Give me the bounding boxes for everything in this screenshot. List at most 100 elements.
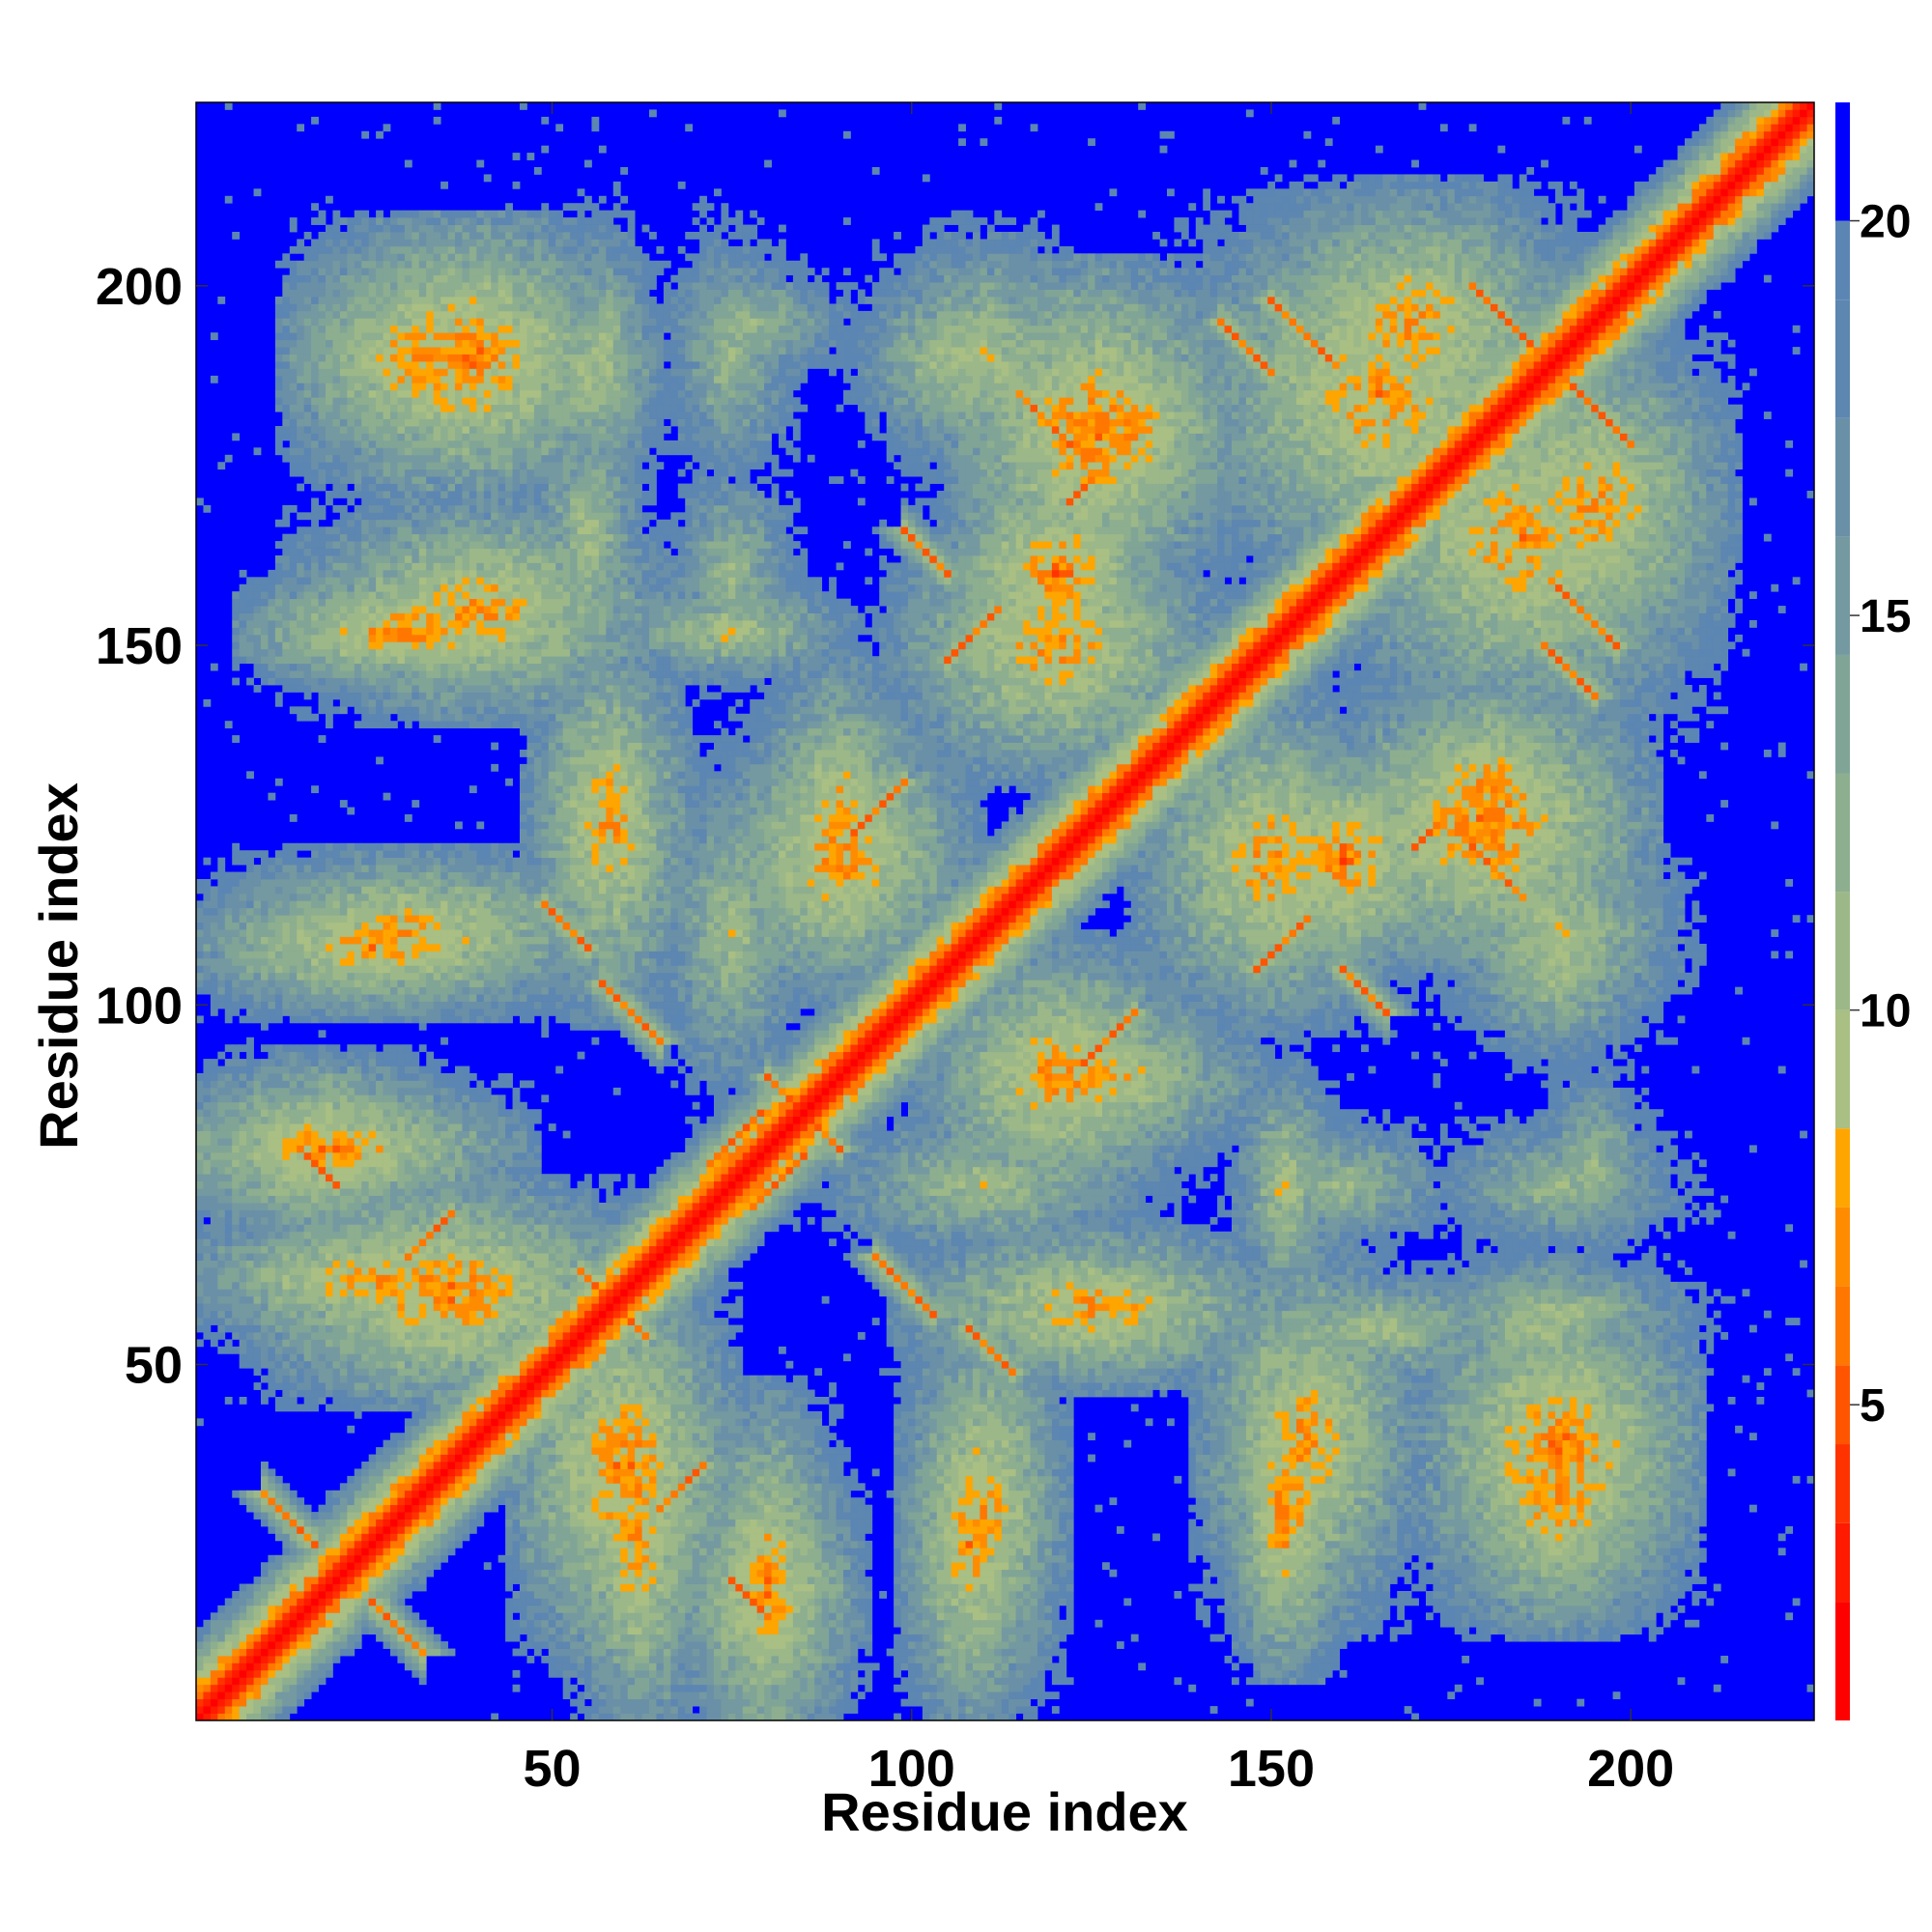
heatmap-cell: [290, 937, 298, 945]
heatmap-cell: [347, 368, 355, 376]
heatmap-cell: [297, 1009, 304, 1016]
heatmap-cell: [196, 1088, 204, 1095]
heatmap-cell: [361, 1167, 369, 1175]
heatmap-cell: [282, 1670, 290, 1678]
heatmap-cell: [282, 562, 290, 570]
heatmap-cell: [217, 1325, 225, 1333]
heatmap-cell: [405, 455, 412, 463]
heatmap-cell: [376, 958, 384, 966]
heatmap-cell: [326, 951, 333, 958]
heatmap-cell: [326, 900, 333, 908]
heatmap-cell: [311, 994, 319, 1002]
heatmap-cell: [326, 1267, 333, 1275]
heatmap-cell: [326, 1570, 333, 1577]
heatmap-cell: [340, 894, 348, 901]
heatmap-cell: [361, 1555, 369, 1563]
heatmap-cell: [261, 620, 269, 628]
heatmap-cell: [225, 1217, 233, 1225]
heatmap-cell: [384, 865, 391, 872]
heatmap-cell: [347, 1059, 355, 1066]
heatmap-cell: [384, 1641, 391, 1649]
heatmap-cell: [282, 390, 290, 398]
heatmap-cell: [384, 1224, 391, 1232]
heatmap-cell: [311, 1555, 319, 1563]
heatmap-cell: [326, 1591, 333, 1599]
heatmap-cell: [340, 886, 348, 894]
heatmap-cell: [376, 865, 384, 872]
heatmap-cell: [340, 555, 348, 563]
heatmap-cell: [340, 1094, 348, 1102]
heatmap-cell: [268, 1138, 275, 1146]
heatmap-cell: [275, 1224, 283, 1232]
heatmap-cell: [297, 1497, 304, 1505]
heatmap-cell: [240, 1196, 247, 1204]
heatmap-cell: [311, 1368, 319, 1376]
heatmap-cell: [254, 872, 262, 880]
heatmap-cell: [282, 1662, 290, 1670]
heatmap-cell: [319, 649, 327, 657]
heatmap-cell: [282, 1261, 290, 1268]
heatmap-cell: [355, 1339, 362, 1347]
heatmap-cell: [332, 1368, 340, 1376]
heatmap-cell: [246, 1699, 254, 1707]
heatmap-cell: [268, 577, 275, 584]
heatmap-cell: [326, 1145, 333, 1152]
heatmap-cell: [290, 1533, 298, 1541]
heatmap-cell: [361, 1174, 369, 1181]
heatmap-cell: [268, 1555, 275, 1563]
heatmap-cell: [290, 311, 298, 319]
heatmap-cell: [340, 1541, 348, 1548]
heatmap-cell: [282, 1685, 290, 1692]
heatmap-cell: [232, 1598, 240, 1605]
heatmap-cell: [397, 1289, 405, 1296]
heatmap-cell: [304, 1612, 312, 1620]
heatmap-cell: [405, 303, 412, 311]
heatmap-cell: [203, 1059, 211, 1066]
heatmap-cell: [384, 900, 391, 908]
heatmap-cell: [405, 1462, 412, 1469]
heatmap-cell: [246, 1491, 254, 1498]
heatmap-cell: [340, 491, 348, 498]
heatmap-cell: [376, 1009, 384, 1016]
heatmap-cell: [384, 577, 391, 584]
heatmap-cell: [275, 426, 283, 434]
heatmap-cell: [282, 1526, 290, 1534]
heatmap-cell: [304, 1649, 312, 1657]
heatmap-cell: [311, 1246, 319, 1254]
heatmap-cell: [376, 1577, 384, 1584]
heatmap-cell: [405, 534, 412, 542]
heatmap-cell: [217, 1159, 225, 1167]
heatmap-cell: [254, 1685, 262, 1692]
heatmap-cell: [326, 1080, 333, 1088]
heatmap-cell: [240, 1261, 247, 1268]
heatmap-cell: [246, 678, 254, 686]
heatmap-cell: [240, 613, 247, 621]
heatmap-cell: [319, 915, 327, 923]
heatmap-cell: [361, 1520, 369, 1527]
heatmap-cell: [376, 491, 384, 498]
heatmap-cell: [268, 994, 275, 1002]
heatmap-cell: [405, 850, 412, 858]
heatmap-cell: [211, 1339, 218, 1347]
heatmap-cell: [347, 246, 355, 254]
heatmap-cell: [203, 1188, 211, 1196]
heatmap-cell: [340, 1002, 348, 1009]
heatmap-cell: [332, 886, 340, 894]
heatmap-cell: [397, 1203, 405, 1210]
heatmap-cell: [347, 412, 355, 419]
heatmap-cell: [405, 433, 412, 440]
heatmap-cell: [326, 469, 333, 477]
heatmap-cell: [196, 1117, 204, 1124]
heatmap-cell: [304, 1397, 312, 1405]
heatmap-cell: [340, 1232, 348, 1239]
heatmap-cell: [405, 1577, 412, 1584]
heatmap-cell: [268, 793, 275, 801]
heatmap-cell: [246, 627, 254, 635]
heatmap-cell: [361, 1570, 369, 1577]
heatmap-cell: [290, 1555, 298, 1563]
heatmap-cell: [225, 1203, 233, 1210]
heatmap-cell: [246, 1073, 254, 1081]
heatmap-cell: [376, 1584, 384, 1592]
heatmap-cell: [405, 1433, 412, 1440]
heatmap-cells: [196, 102, 1814, 1720]
